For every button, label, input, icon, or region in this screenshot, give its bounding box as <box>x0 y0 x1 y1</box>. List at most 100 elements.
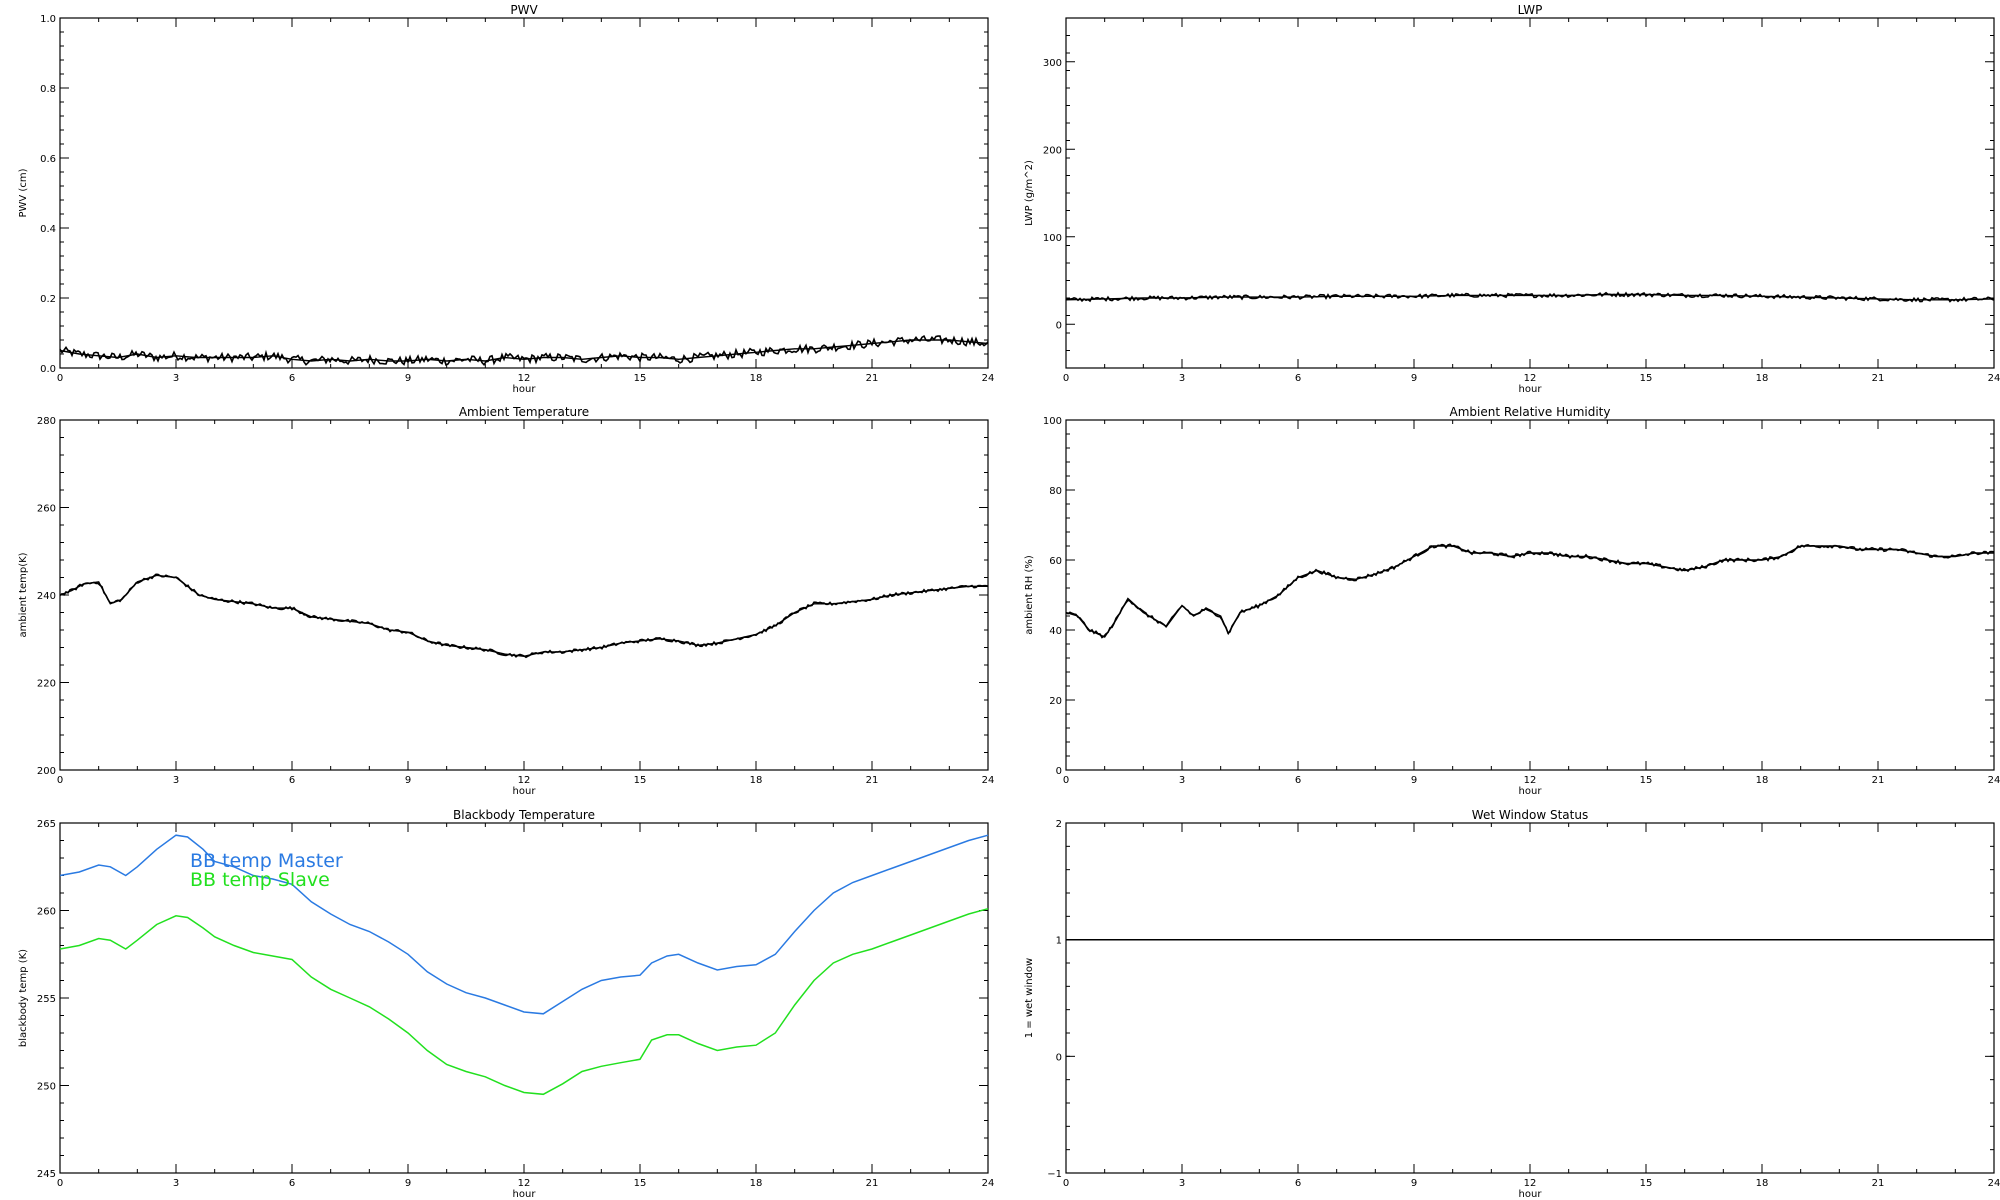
x-tick-label: 0 <box>1063 373 1069 384</box>
x-tick-label: 0 <box>1063 1178 1069 1189</box>
y-tick-label: 0.8 <box>40 84 56 95</box>
chart-title: Blackbody Temperature <box>453 808 595 822</box>
x-axis-label: hour <box>513 786 537 797</box>
x-tick-label: 21 <box>1872 1178 1885 1189</box>
y-tick-label: 260 <box>37 504 56 515</box>
x-tick-label: 0 <box>57 775 63 786</box>
x-tick-label: 18 <box>750 1178 763 1189</box>
x-tick-label: 3 <box>1179 1178 1185 1189</box>
plot-frame <box>59 17 989 369</box>
x-tick-label: 21 <box>1872 373 1885 384</box>
series-trace-0 <box>1065 543 1995 639</box>
x-tick-label: 9 <box>405 373 411 384</box>
chart-ambient-temperature: Ambient Temperature 0 3 6 9 12 15 18 21 24 hour 200… <box>18 405 994 797</box>
x-tick-label: 6 <box>1295 1178 1301 1189</box>
y-tick-label: 200 <box>37 766 56 777</box>
x-tick-label: 9 <box>405 775 411 786</box>
plot-frame <box>1065 822 1995 1174</box>
y-tick-label: 2 <box>1056 819 1062 830</box>
x-tick-label: 9 <box>1411 775 1417 786</box>
series-trace-0 <box>59 334 989 366</box>
x-tick-label: 12 <box>1524 775 1537 786</box>
x-tick-label: 18 <box>1756 373 1769 384</box>
x-tick-label: 3 <box>1179 373 1185 384</box>
chart-lwp: LWP 0 3 6 9 12 15 18 21 24 hour 0 100 200 300 LWP (g/m^… <box>1024 3 2000 395</box>
series-line-0 <box>59 834 989 1015</box>
x-tick-label: 6 <box>1295 373 1301 384</box>
chart-ambient-relative-humidity: Ambient Relative Humidity 0 3 6 9 12 15 18 21 24 h… <box>1024 405 2000 797</box>
x-tick-label: 15 <box>634 373 647 384</box>
x-tick-label: 6 <box>1295 775 1301 786</box>
series-line-0 <box>1065 545 1994 638</box>
y-tick-label: 280 <box>37 416 56 427</box>
x-tick-label: 24 <box>982 1178 995 1189</box>
legend-entry: BB temp Master <box>190 850 343 872</box>
x-tick-label: 0 <box>1063 775 1069 786</box>
y-tick-label: 200 <box>1043 145 1062 156</box>
x-tick-label: 15 <box>634 1178 647 1189</box>
chart-title: Ambient Relative Humidity <box>1450 405 1611 419</box>
x-tick-label: 9 <box>1411 1178 1417 1189</box>
x-tick-label: 12 <box>1524 373 1537 384</box>
y-tick-label: 1 <box>1056 936 1062 947</box>
y-tick-label: 100 <box>1043 233 1062 244</box>
x-tick-label: 24 <box>982 775 995 786</box>
y-tick-label: 0.6 <box>40 154 56 165</box>
x-tick-label: 21 <box>1872 775 1885 786</box>
x-tick-label: 6 <box>289 373 295 384</box>
chart-title: Ambient Temperature <box>459 405 589 419</box>
y-axis-label: blackbody temp (K) <box>18 949 29 1047</box>
x-tick-label: 12 <box>518 775 531 786</box>
x-axis-label: hour <box>1519 786 1543 797</box>
x-tick-label: 15 <box>634 775 647 786</box>
x-tick-label: 6 <box>289 1178 295 1189</box>
chart-title: LWP <box>1518 3 1543 17</box>
y-tick-label: 240 <box>37 591 56 602</box>
y-tick-label: 100 <box>1043 416 1062 427</box>
x-axis-label: hour <box>1519 384 1543 395</box>
y-tick-label: 260 <box>37 907 56 918</box>
x-axis-label: hour <box>1519 1189 1543 1200</box>
x-tick-label: 15 <box>1640 1178 1653 1189</box>
x-tick-label: 9 <box>405 1178 411 1189</box>
y-tick-label: 0 <box>1056 766 1062 777</box>
y-axis-label: ambient temp(K) <box>18 552 29 637</box>
x-axis-label: hour <box>513 1189 537 1200</box>
y-tick-label: 265 <box>37 819 56 830</box>
x-tick-label: 3 <box>173 373 179 384</box>
legend-entry: BB temp Slave <box>190 869 330 891</box>
x-tick-label: 3 <box>173 1178 179 1189</box>
x-tick-label: 0 <box>57 373 63 384</box>
y-tick-label: 20 <box>1049 696 1062 707</box>
x-tick-label: 12 <box>518 373 531 384</box>
x-tick-label: 12 <box>518 1178 531 1189</box>
chart-pwv: PWV 0 3 6 9 12 15 18 21 24 hour 0.0 0.2 0.4 0.6 0.8 1.0 P… <box>18 3 994 395</box>
x-tick-label: 3 <box>1179 775 1185 786</box>
y-tick-label: −1 <box>1047 1169 1062 1180</box>
y-tick-label: 255 <box>37 994 56 1005</box>
x-tick-label: 24 <box>1988 775 2000 786</box>
x-tick-label: 15 <box>1640 373 1653 384</box>
plot-frame <box>1065 17 1995 369</box>
y-tick-label: 220 <box>37 679 56 690</box>
y-axis-label: PWV (cm) <box>18 168 29 217</box>
y-tick-label: 1.0 <box>40 14 56 25</box>
y-axis-label: LWP (g/m^2) <box>1024 160 1035 226</box>
series-line-0 <box>59 574 988 658</box>
x-tick-label: 15 <box>1640 775 1653 786</box>
x-tick-label: 24 <box>1988 373 2000 384</box>
y-tick-label: 300 <box>1043 58 1062 69</box>
chart-title: Wet Window Status <box>1472 808 1588 822</box>
x-tick-label: 9 <box>1411 373 1417 384</box>
plot-frame <box>1065 419 1995 771</box>
chart-title: PWV <box>510 3 538 17</box>
x-tick-label: 21 <box>866 1178 879 1189</box>
x-tick-label: 24 <box>982 373 995 384</box>
y-tick-label: 0.2 <box>40 294 56 305</box>
series-line-1 <box>59 907 989 1096</box>
x-tick-label: 18 <box>1756 1178 1769 1189</box>
chart-blackbody-temperature: Blackbody Temperature 0 3 6 9 12 15 18 21 24 hour 2… <box>18 808 994 1200</box>
x-tick-label: 18 <box>750 373 763 384</box>
x-tick-label: 21 <box>866 775 879 786</box>
